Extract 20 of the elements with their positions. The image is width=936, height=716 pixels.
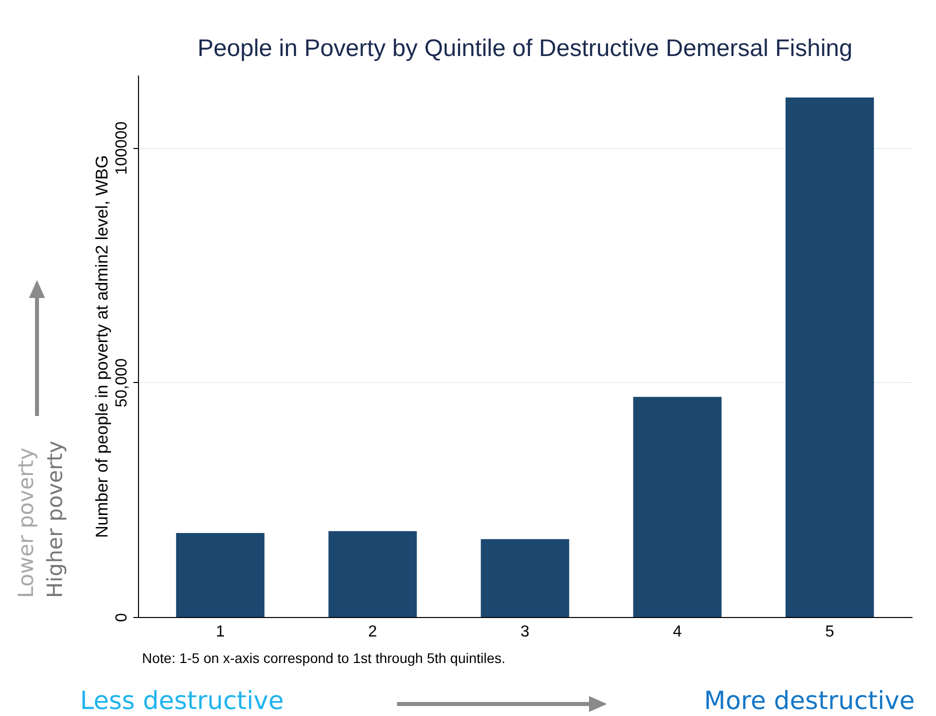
y-tick-label: 0 — [114, 612, 130, 622]
bar — [633, 396, 722, 617]
chart-title: People in Poverty by Quintile of Destructive Demersal Fishing — [198, 35, 852, 62]
y-tick-label: 50,000 — [114, 358, 130, 408]
x-tick-label: 3 — [520, 624, 530, 640]
x-tick-label: 2 — [368, 624, 378, 640]
text: Higher poverty — [43, 440, 67, 598]
x-tick-label: 4 — [672, 624, 682, 640]
bar — [328, 531, 417, 617]
bar — [786, 98, 874, 617]
x-tick-label: 5 — [825, 624, 834, 640]
text: More destructive — [704, 686, 915, 715]
bar — [176, 533, 264, 617]
text: Less destructive — [80, 686, 284, 715]
y-tick-label: 100000 — [114, 121, 130, 175]
bar — [480, 539, 570, 617]
text: Lower poverty — [14, 448, 38, 598]
text: Note: 1-5 on x-axis correspond to 1st through 5th quintiles. — [142, 650, 506, 666]
x-tick-label: 1 — [216, 624, 225, 640]
y-axis-title: Number of people in poverty at admin2 level, WBG — [92, 155, 112, 538]
